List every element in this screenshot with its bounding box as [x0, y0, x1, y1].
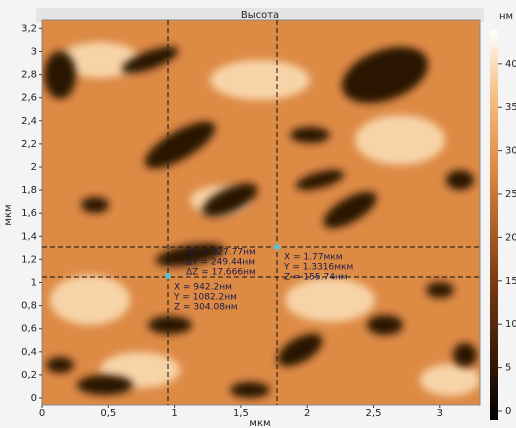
y-tick-label: 0,2 — [21, 370, 37, 381]
x-tick-label: 1 — [171, 408, 177, 419]
colorbar-tick-label: 25 — [505, 189, 516, 200]
x-tick-label: 2 — [304, 408, 310, 419]
y-tick-label: 3 — [31, 47, 37, 58]
colorbar-tick-label: 40 — [505, 59, 516, 70]
colorbar-tick-label: 5 — [505, 363, 511, 374]
y-tick-label: 2,2 — [21, 139, 37, 150]
page: Высота мкм мкм — [0, 0, 516, 428]
y-tick-label: 1 — [31, 278, 37, 289]
afm-image — [42, 20, 480, 405]
cursor-a[interactable] — [165, 273, 171, 279]
y-tick-label: 3,2 — [21, 23, 37, 34]
y-tick-label: 1,2 — [21, 254, 37, 265]
colorbar-tick-label: 0 — [505, 406, 511, 417]
colorbar — [490, 30, 498, 420]
y-tick-label: 2 — [31, 162, 37, 173]
cursor-b[interactable] — [274, 244, 280, 250]
x-tick-label: 1,5 — [233, 408, 249, 419]
y-tick-label: 2,6 — [21, 93, 37, 104]
cursor-readout: ΔY = 249.44нм — [186, 258, 255, 268]
y-tick-label: 0,8 — [21, 301, 37, 312]
cursor-readout: ΔZ = 17.666нм — [186, 268, 256, 278]
y-tick-label: 0,4 — [21, 347, 37, 358]
colorbar-tick-label: 15 — [505, 276, 516, 287]
x-tick-label: 0 — [39, 408, 45, 419]
y-tick-label: 2,4 — [21, 116, 37, 127]
y-tick-label: 1,4 — [21, 231, 37, 242]
y-tick-label: 2,8 — [21, 70, 37, 81]
y-tick-label: 0,6 — [21, 324, 37, 335]
colorbar-tick-label: 20 — [505, 232, 516, 243]
cursor-readout: Z = 304.08нм — [174, 303, 238, 313]
window-title: Высота — [241, 10, 279, 21]
colorbar-tick-label: 10 — [505, 319, 516, 330]
cursor-readout: X = 1.77мкм — [284, 253, 342, 263]
cursor-readout: Y = 1082.2нм — [173, 293, 237, 303]
cursor-readout: Z = 155.74нм — [284, 273, 348, 283]
cursor-readout: ΔX = 827.77нм — [186, 248, 256, 258]
x-tick-label: 3 — [437, 408, 443, 419]
x-tick-label: 2,5 — [366, 408, 382, 419]
cursor-readout: X = 942.2нм — [174, 283, 232, 293]
y-tick-label: 1,6 — [21, 208, 37, 219]
screenshot: Высота мкм мкм — [0, 0, 516, 428]
y-axis-label: мкм — [3, 204, 14, 225]
colorbar-unit: нм — [499, 11, 513, 22]
y-tick-label: 0 — [31, 393, 37, 404]
cursor-readout: Y = 1.3316мкм — [283, 263, 353, 273]
y-tick-label: 1,8 — [21, 185, 37, 196]
colorbar-tick-label: 30 — [505, 146, 516, 157]
x-tick-label: 0,5 — [100, 408, 116, 419]
colorbar-tick-label: 35 — [505, 102, 516, 113]
x-axis-label: мкм — [249, 418, 270, 428]
